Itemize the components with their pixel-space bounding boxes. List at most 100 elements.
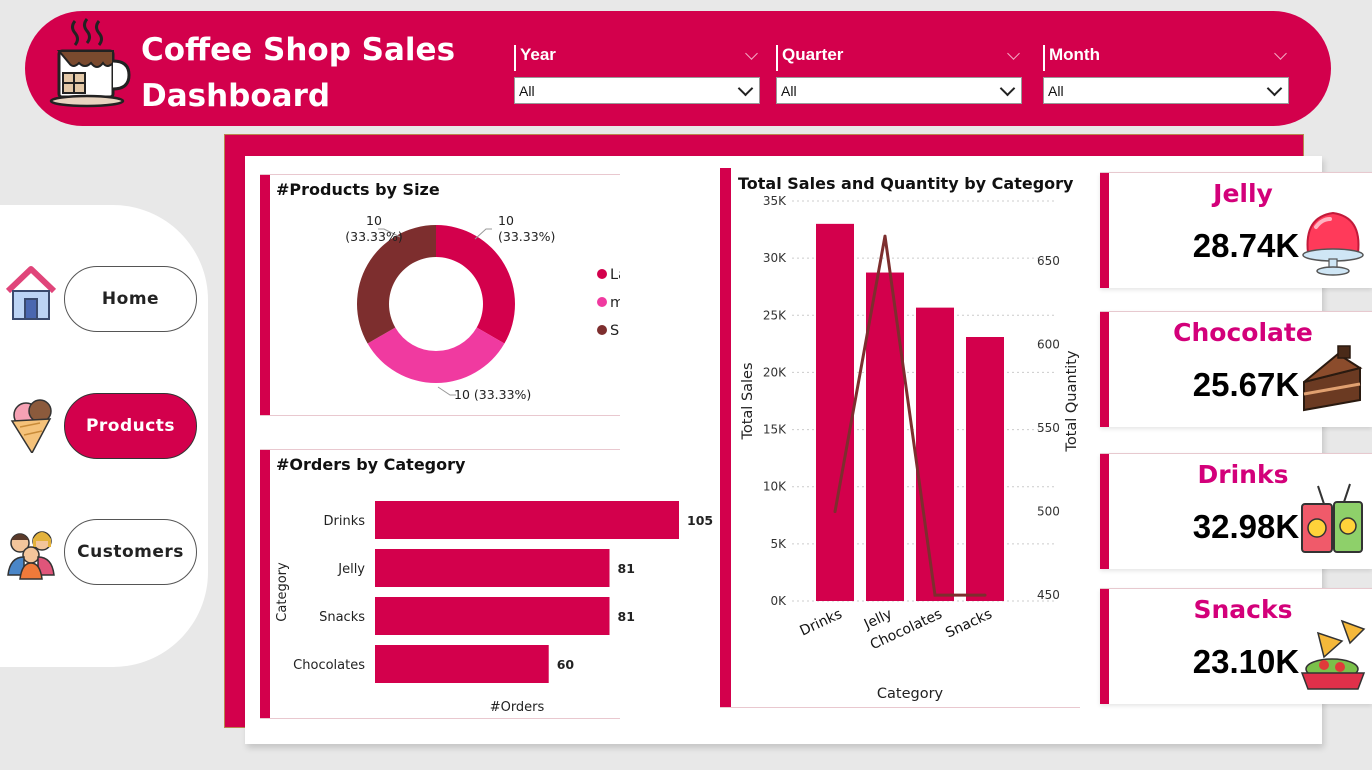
- dashboard-title: Coffee Shop Sales Dashboard: [141, 32, 456, 114]
- bar-data-label: 105: [687, 513, 713, 528]
- bar-snacks[interactable]: [375, 597, 610, 635]
- year-dropdown[interactable]: All: [514, 77, 760, 104]
- chevron-down-icon[interactable]: [1266, 80, 1283, 97]
- jelly-icon: [1302, 211, 1364, 276]
- leader-line: [474, 228, 492, 240]
- home-button[interactable]: Home: [64, 266, 197, 332]
- y2-tick-label: 500: [1037, 505, 1060, 519]
- y2-tick-label: 600: [1037, 338, 1060, 352]
- x-tick-label: Snacks: [943, 606, 995, 641]
- people-icon[interactable]: [4, 523, 58, 583]
- month-slicer-label: Month: [1049, 45, 1100, 64]
- sales-quantity-chart: 0K 5K 10K 15K 20K 25K 30K 35K 450 500 550 600 650 Dri…: [740, 194, 1080, 702]
- legend-label: Large: [610, 267, 620, 283]
- donut-slice-medium[interactable]: [367, 327, 505, 384]
- y-tick-label: 25K: [763, 308, 787, 322]
- chevron-down-icon[interactable]: [999, 80, 1016, 97]
- kpi-value: 25.67K: [1192, 366, 1300, 403]
- x-axis-title: #Orders: [490, 700, 545, 715]
- kpi-card-jelly: Jelly 28.74K: [1100, 172, 1372, 288]
- kpi-value: 32.98K: [1192, 508, 1300, 545]
- y2-axis-title: Total Quantity: [1064, 350, 1080, 453]
- donut-data-label: (33.33%): [345, 229, 402, 244]
- quarter-slicer[interactable]: Quarter All: [776, 45, 1022, 104]
- products-by-size-title: #Products by Size: [276, 180, 440, 199]
- ice-cream-icon[interactable]: [4, 393, 58, 453]
- bar-chocolates[interactable]: [375, 645, 549, 683]
- donut-data-label: 10 (33.33%): [454, 387, 531, 402]
- kpi-name: Jelly: [1213, 179, 1273, 208]
- donut-data-label: 10: [498, 213, 514, 228]
- donut-data-label: 10: [366, 213, 382, 228]
- y-tick-label: 5K: [770, 537, 787, 551]
- products-button[interactable]: Products: [64, 393, 197, 459]
- quarter-slicer-label: Quarter: [782, 45, 844, 64]
- bar-data-label: 81: [618, 561, 635, 576]
- category-tick-label: Snacks: [319, 610, 365, 625]
- kpi-value: 23.10K: [1192, 643, 1300, 680]
- month-slicer[interactable]: Month All: [1043, 45, 1289, 104]
- y-tick-label: 0K: [770, 594, 787, 608]
- y-tick-label: 30K: [763, 251, 787, 265]
- line-point[interactable]: [883, 234, 887, 238]
- bar-snacks[interactable]: [966, 337, 1004, 601]
- orders-by-category-chart: Drinks 105 Jelly 81 Snacks 81 Chocolates 60 #Ord…: [275, 501, 713, 715]
- total-quantity-line[interactable]: [833, 235, 985, 597]
- legend-label: medium: [610, 295, 620, 311]
- y-tick-label: 20K: [763, 365, 787, 379]
- line-point[interactable]: [933, 593, 937, 597]
- sales-quantity-title: Total Sales and Quantity by Category: [738, 174, 1074, 193]
- leader-line: [437, 386, 456, 396]
- kpi-card-snacks: Snacks 23.10K: [1100, 588, 1372, 704]
- quarter-dropdown[interactable]: All: [776, 77, 1022, 104]
- leader-line: [378, 228, 401, 238]
- customers-button[interactable]: Customers: [64, 519, 197, 585]
- category-tick-label: Chocolates: [293, 658, 365, 673]
- kpi-card-drinks: Drinks 32.98K: [1100, 453, 1372, 569]
- sales-quantity-card: Total Sales and Quantity by Category 0K 5…: [720, 168, 1080, 708]
- legend-marker: [597, 297, 607, 307]
- products-by-size-card: #Products by Size 10 (33.33%) 10 (33.33%) 1…: [260, 174, 620, 416]
- side-navigation: Home Products Customers: [0, 205, 208, 667]
- drinks-icon: [1301, 483, 1363, 553]
- house-icon[interactable]: [4, 263, 58, 323]
- bar-data-label: 60: [557, 657, 575, 672]
- bar-jelly[interactable]: [375, 549, 610, 587]
- orders-by-category-card: #Orders by Category Drinks 105 Jelly 81 Snac…: [260, 449, 713, 719]
- bar-data-label: 81: [618, 609, 635, 624]
- year-slicer-label: Year: [520, 45, 556, 64]
- x-axis-title: Category: [877, 686, 944, 702]
- kpi-value: 28.74K: [1192, 227, 1300, 264]
- category-tick-label: Jelly: [337, 562, 365, 577]
- x-tick-label: Drinks: [797, 606, 844, 639]
- chevron-down-icon[interactable]: [737, 80, 754, 97]
- legend-marker: [597, 269, 607, 279]
- year-slicer[interactable]: Year All: [514, 45, 760, 104]
- y-tick-label: 15K: [763, 423, 787, 437]
- y-tick-label: 10K: [763, 480, 787, 494]
- bar-chocolates[interactable]: [916, 307, 954, 601]
- chevron-down-icon[interactable]: [1007, 47, 1020, 60]
- chevron-down-icon[interactable]: [745, 47, 758, 60]
- donut-slice-large[interactable]: [436, 225, 515, 344]
- products-by-size-chart: 10(33.33%)10 (33.33%)10(33.33%)Largemedi…: [345, 213, 620, 402]
- bar-drinks[interactable]: [375, 501, 679, 539]
- y-axis-title: Category: [275, 562, 290, 622]
- donut-slice-small[interactable]: [357, 225, 436, 344]
- y2-tick-label: 450: [1037, 588, 1060, 602]
- kpi-name: Snacks: [1193, 595, 1293, 624]
- legend-label: Small: [610, 323, 620, 339]
- legend-marker: [597, 325, 607, 335]
- y2-tick-label: 650: [1037, 254, 1060, 268]
- y2-tick-label: 550: [1037, 421, 1060, 435]
- line-point[interactable]: [833, 510, 837, 514]
- kpi-name: Drinks: [1197, 460, 1289, 489]
- bar-drinks[interactable]: [816, 223, 854, 601]
- orders-by-category-title: #Orders by Category: [276, 455, 466, 474]
- category-tick-label: Drinks: [323, 514, 365, 529]
- y-tick-label: 35K: [763, 194, 787, 208]
- chevron-down-icon[interactable]: [1274, 47, 1287, 60]
- line-point[interactable]: [983, 593, 987, 597]
- month-dropdown[interactable]: All: [1043, 77, 1289, 104]
- coffee-cup-icon: [49, 18, 131, 108]
